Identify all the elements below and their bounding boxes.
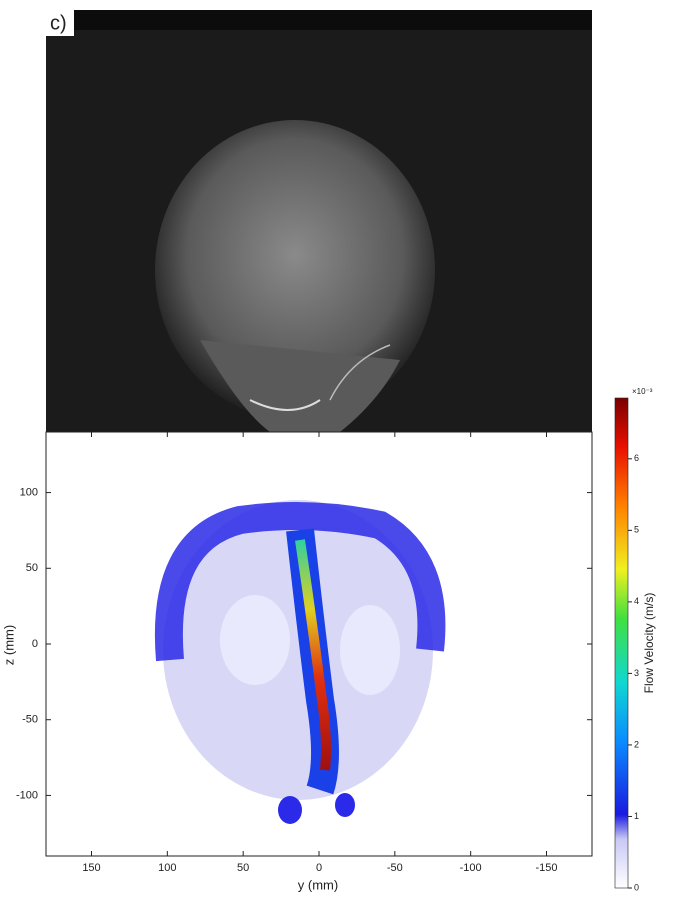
y-axis-label: z (mm) [1, 625, 16, 665]
x-tick-label: 50 [237, 862, 249, 874]
y-tick-label: 50 [26, 562, 38, 574]
colorbar-tick-label: 6 [634, 453, 639, 463]
y-tick-label: -50 [22, 714, 38, 726]
y-tick-label: -100 [16, 789, 38, 801]
y-tick-label: 0 [32, 638, 38, 650]
colorbar-tick-label: 4 [634, 596, 639, 606]
x-tick-label: 100 [158, 862, 176, 874]
x-tick-label: 150 [82, 862, 100, 874]
x-tick-label: -100 [460, 862, 482, 874]
photo-panel: c) [46, 10, 592, 432]
panel-label: c) [50, 12, 67, 34]
colorbar-tick-label: 0 [634, 882, 639, 892]
colorbar-tick-label: 3 [634, 668, 639, 678]
colorbar-label: Flow Velocity (m/s) [642, 593, 656, 694]
x-tick-label: -150 [535, 862, 557, 874]
colorbar [614, 397, 629, 889]
x-tick-label: 0 [316, 862, 322, 874]
colorbar-tick-label: 1 [634, 811, 639, 821]
x-tick-label: -50 [387, 862, 403, 874]
y-tick-label: 100 [20, 486, 38, 498]
colorbar-multiplier: ×10⁻³ [632, 387, 653, 396]
velocity-field [154, 500, 446, 824]
x-axis-label: y (mm) [298, 877, 338, 892]
colorbar-tick-label: 5 [634, 525, 639, 535]
colorbar-tick-label: 2 [634, 739, 639, 749]
